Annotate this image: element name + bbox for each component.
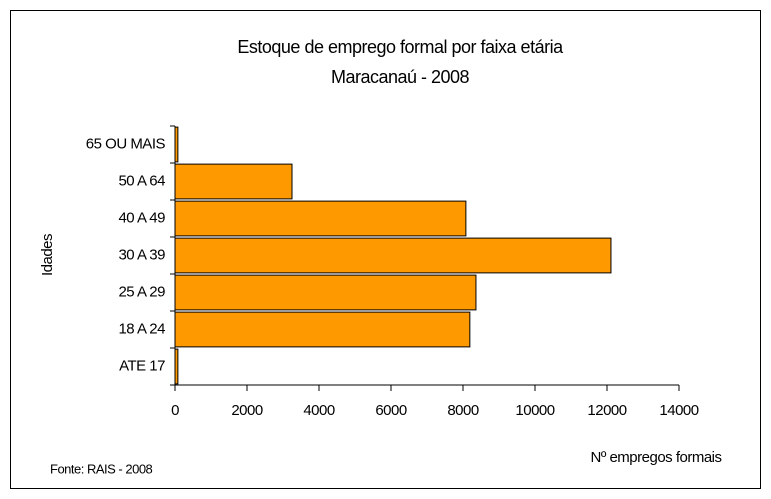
source-note: Fonte: RAIS - 2008 <box>50 461 153 476</box>
x-tick-label: 14000 <box>659 402 698 419</box>
y-tick-label: 65 OU MAIS <box>86 135 166 152</box>
bar <box>174 311 471 348</box>
y-tick-label: 30 A 39 <box>118 246 165 263</box>
x-tick-label: 8000 <box>447 402 479 419</box>
x-tick-label: 12000 <box>587 402 626 419</box>
chart-subtitle: Maracanaú - 2008 <box>331 67 470 87</box>
y-tick-label: 25 A 29 <box>118 283 165 300</box>
y-axis-label: Idades <box>39 234 56 276</box>
x-tick-label: 2000 <box>231 402 263 419</box>
x-tick-label: 0 <box>171 402 179 419</box>
bar <box>174 237 612 274</box>
x-tick-label: 10000 <box>515 402 554 419</box>
bar <box>174 200 467 237</box>
x-tick-label: 6000 <box>375 402 407 419</box>
x-tick-label: 4000 <box>303 402 335 419</box>
bar <box>174 163 293 200</box>
y-tick-label: 40 A 49 <box>118 209 165 226</box>
y-tick-label: 18 A 24 <box>118 320 165 337</box>
x-axis-label: Nº empregos formais <box>590 449 721 466</box>
bar <box>174 274 477 311</box>
y-tick-label: 50 A 64 <box>118 172 165 189</box>
y-tick-label: ATE 17 <box>119 357 165 374</box>
chart-title: Estoque de emprego formal por faixa etár… <box>237 37 564 57</box>
